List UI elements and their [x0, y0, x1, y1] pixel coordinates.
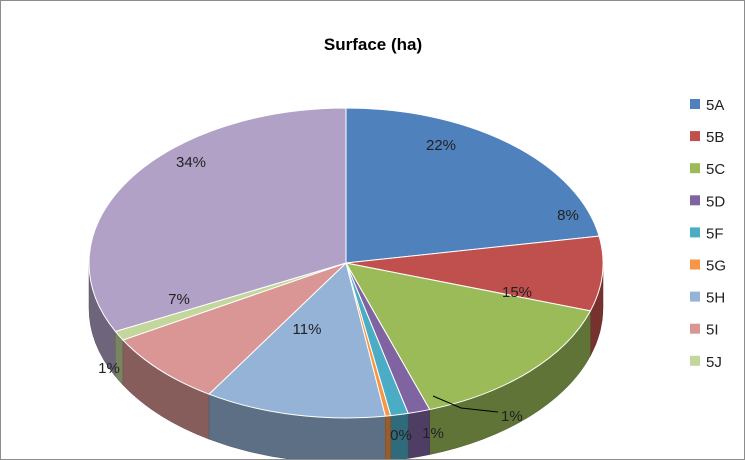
pie-label-8: 1% — [98, 360, 120, 377]
pie-depth — [88, 262, 604, 459]
legend-label-5f: 5F — [706, 225, 724, 242]
pie-label-1: 8% — [557, 207, 579, 224]
pie-label-2: 15% — [502, 284, 532, 301]
legend-swatch-5h — [690, 291, 700, 302]
pie-label-9: 34% — [176, 154, 206, 171]
pie-slice-1 — [345, 235, 604, 312]
legend-label-5h: 5H — [706, 290, 725, 307]
pie-label-6: 11% — [293, 321, 322, 338]
legend-swatch-5i — [690, 323, 700, 334]
legend-label-5i: 5I — [706, 322, 719, 339]
legend-swatch-5c — [690, 163, 700, 174]
chart-title: Surface (ha) — [324, 35, 422, 54]
pie-label-3: 1% — [501, 408, 523, 425]
pie-slice-6 — [208, 262, 386, 419]
legend-label-5b: 5B — [706, 129, 724, 146]
legend-swatch-5a — [690, 99, 700, 109]
legend-label-5j: 5J — [706, 354, 722, 371]
pie-slice-7 — [122, 262, 347, 395]
legend-swatch-5d — [690, 195, 700, 206]
legend-swatch-5f — [690, 227, 700, 238]
pie-label-4: 1% — [422, 425, 444, 442]
legend-swatch-5j — [690, 355, 700, 366]
legend-label-5d: 5D — [706, 193, 725, 210]
pie-label-7: 7% — [168, 291, 190, 308]
leader-lines — [432, 395, 499, 413]
pie-labels: 22% 8% 15% 1% 1% 0% 11% 7% 1% 34% — [98, 137, 579, 444]
leader-line — [432, 395, 499, 413]
legend-swatch-5g — [690, 259, 700, 270]
legend-label-5c: 5C — [706, 161, 725, 178]
pie-top — [88, 107, 604, 419]
legend: 5A 5B 5C 5D 5F 5G 5H 5I 5J — [690, 97, 726, 371]
pie-slice-0 — [345, 107, 600, 264]
legend-label-5g: 5G — [706, 258, 726, 275]
legend-swatch-5b — [690, 131, 700, 142]
pie-label-0: 22% — [426, 137, 456, 154]
pie-slice-2 — [345, 262, 592, 411]
legend-label-5a: 5A — [706, 97, 724, 114]
pie-slice-9 — [88, 107, 347, 333]
pie-label-5: 0% — [390, 427, 412, 444]
